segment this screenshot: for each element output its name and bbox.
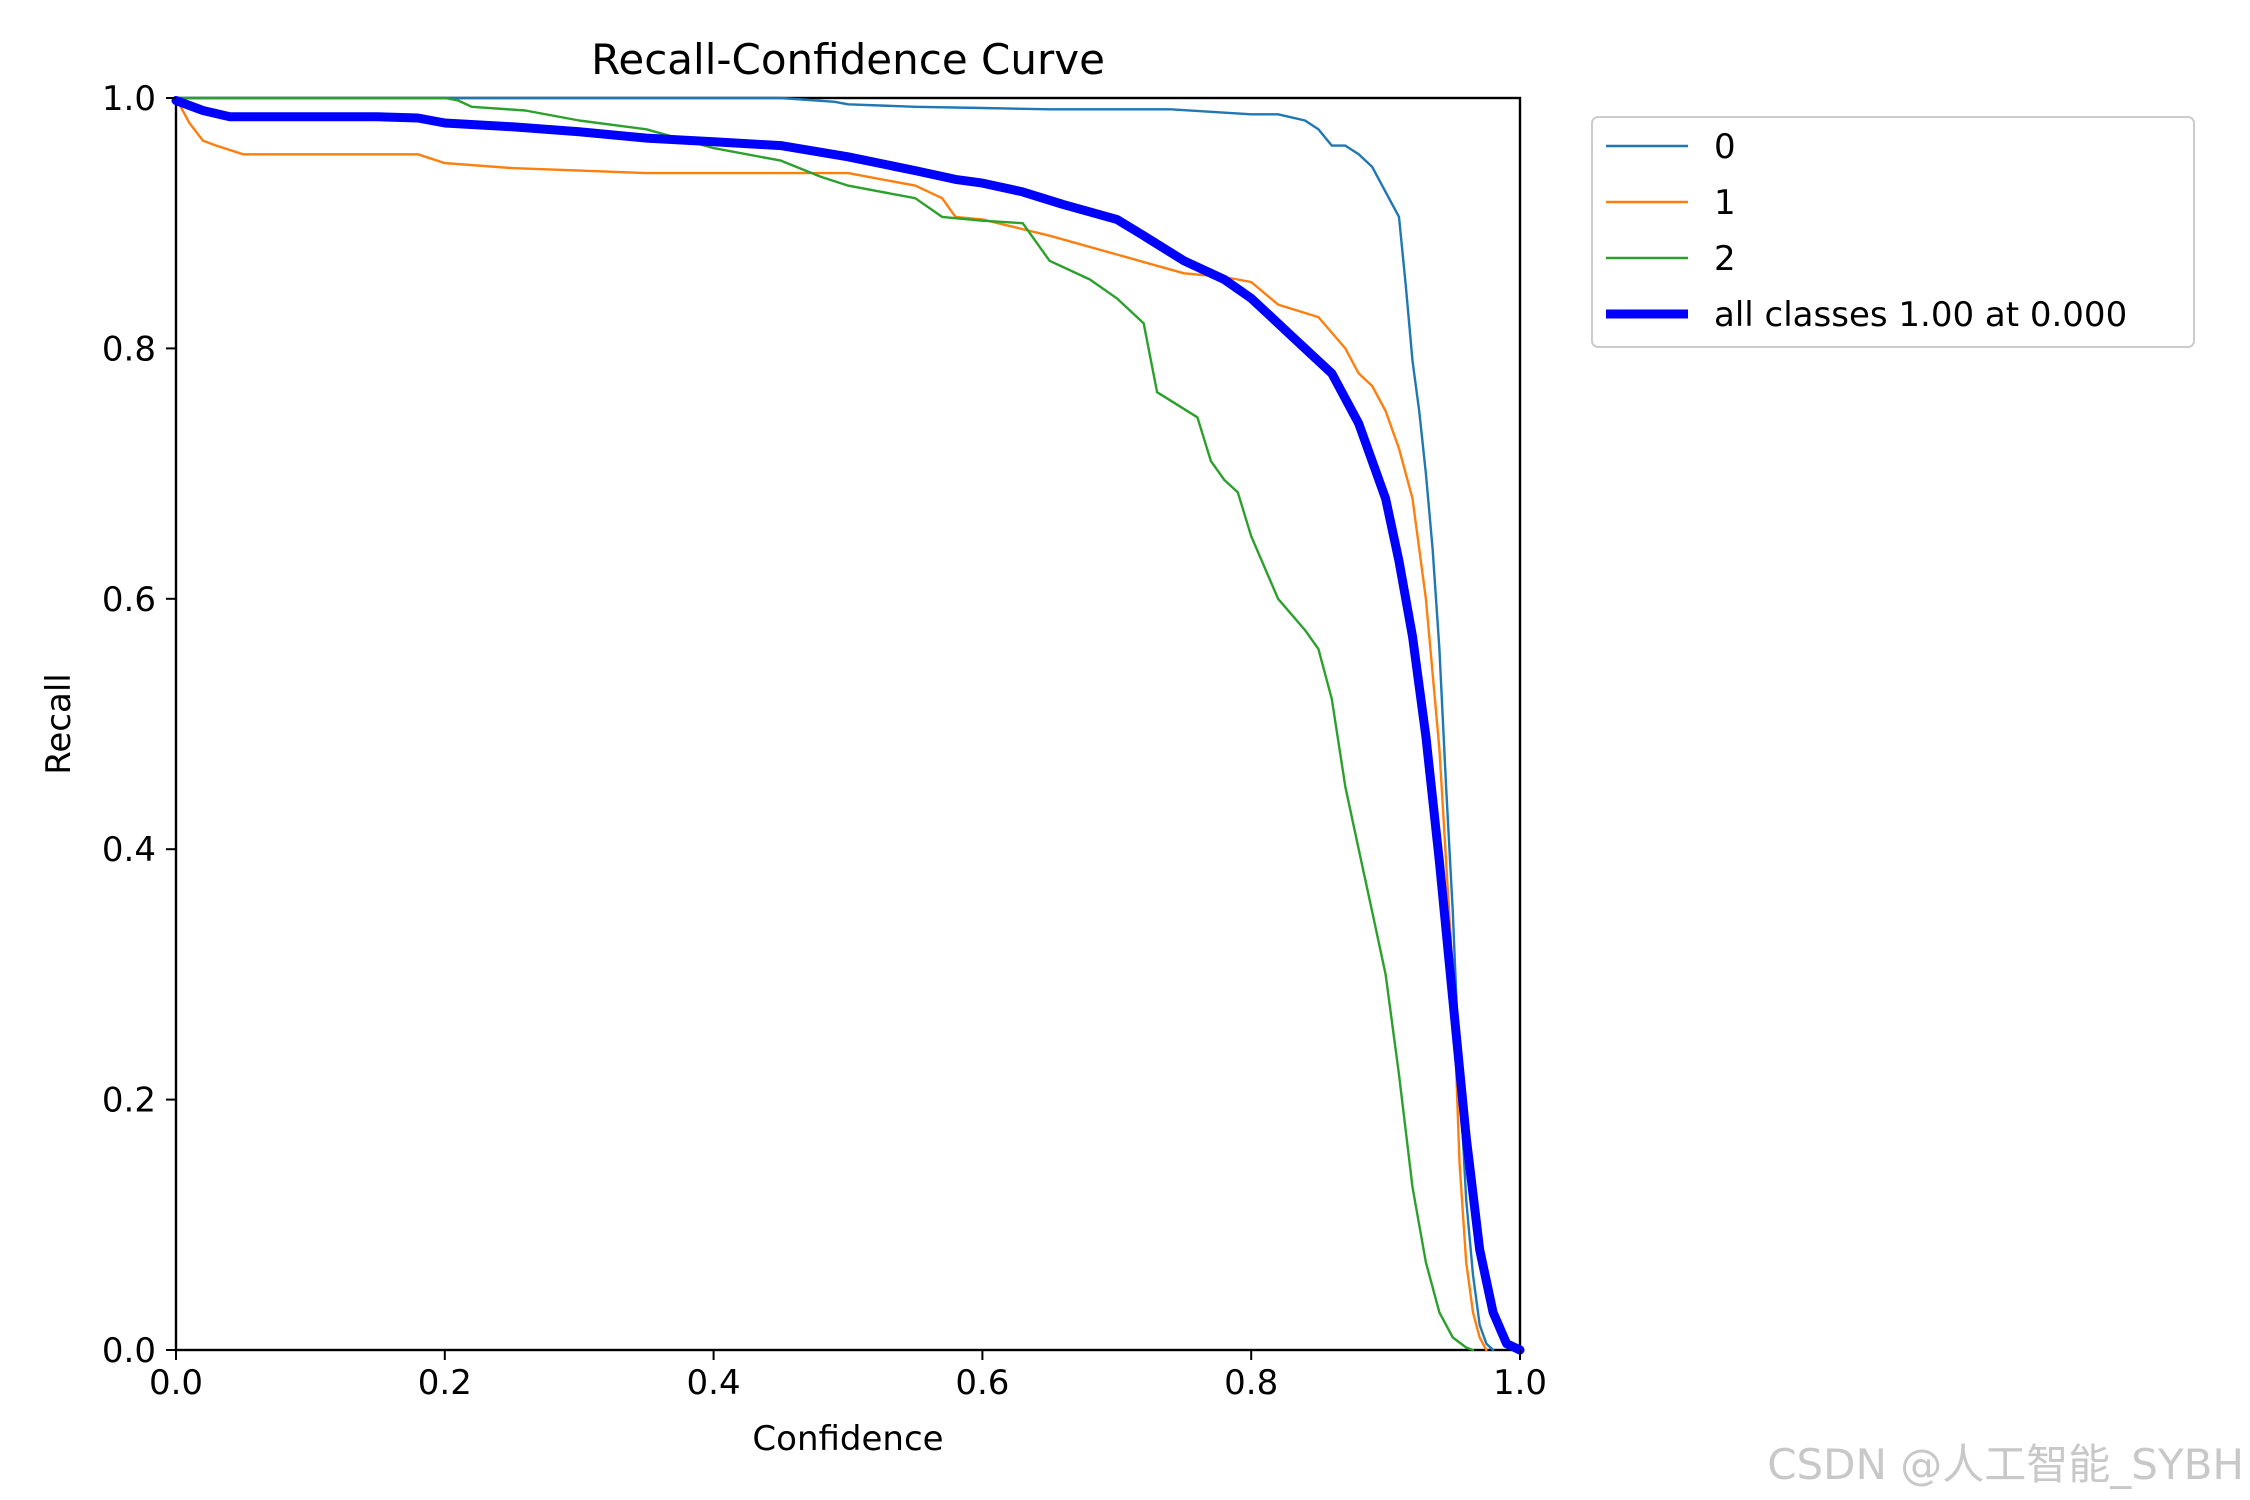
plot-frame <box>174 96 1522 1352</box>
y-tick-label: 0.0 <box>102 1331 156 1371</box>
y-tick-label: 1.0 <box>102 79 156 119</box>
x-tick-label: 0.0 <box>149 1363 203 1403</box>
x-tick-label: 0.2 <box>418 1363 472 1403</box>
x-tick-label: 0.4 <box>687 1363 741 1403</box>
legend-label-2: 2 <box>1714 239 1736 279</box>
x-tick-label: 0.8 <box>1224 1363 1278 1403</box>
y-tick-label: 0.8 <box>102 329 156 369</box>
series-lines <box>171 96 1525 1355</box>
series-line-2 <box>174 96 1475 1352</box>
legend-box <box>1591 116 2195 348</box>
y-tick-label: 0.6 <box>102 580 156 620</box>
chart-title: Recall-Confidence Curve <box>591 35 1105 84</box>
series-line-0 <box>174 96 1495 1352</box>
y-axis-label: Recall <box>39 673 79 774</box>
legend: 0 1 2 all classes 1.00 at 0.000 <box>1591 116 2195 348</box>
watermark: CSDN @人工智能_SYBH <box>1767 1440 2244 1489</box>
x-axis-label: Confidence <box>752 1419 943 1459</box>
y-axis-ticks: 0.0 0.2 0.4 0.6 0.8 1.0 <box>102 79 176 1371</box>
legend-entries: 0 1 2 all classes 1.00 at 0.000 <box>1606 127 2127 335</box>
y-tick-label: 0.2 <box>102 1081 156 1121</box>
plot-area <box>171 96 1525 1355</box>
series-line-all-classes <box>171 96 1525 1355</box>
legend-label-0: 0 <box>1714 127 1736 167</box>
legend-label-all-classes: all classes 1.00 at 0.000 <box>1714 295 2127 335</box>
x-axis-ticks: 0.0 0.2 0.4 0.6 0.8 1.0 <box>149 1350 1547 1403</box>
series-line-1 <box>174 96 1488 1352</box>
x-tick-label: 1.0 <box>1493 1363 1547 1403</box>
legend-label-1: 1 <box>1714 183 1736 223</box>
y-tick-label: 0.4 <box>102 830 156 870</box>
x-tick-label: 0.6 <box>955 1363 1009 1403</box>
